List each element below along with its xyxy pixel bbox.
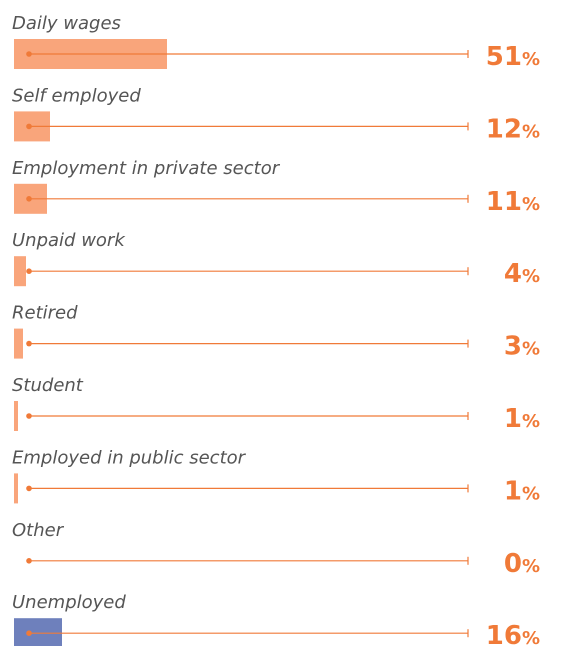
bar xyxy=(14,618,62,646)
value-label: 11% xyxy=(486,187,540,217)
category-label: Retired xyxy=(12,303,78,324)
value-label: 12% xyxy=(486,114,540,144)
guide-start-dot xyxy=(26,485,32,492)
value-label: 51% xyxy=(486,42,540,72)
bar-row-employment-in-private-sector: Employment in private sector 11% xyxy=(12,158,540,217)
bar xyxy=(14,473,18,504)
bar xyxy=(14,328,23,359)
category-label: Other xyxy=(12,520,65,541)
bar xyxy=(14,401,18,431)
category-label: Self employed xyxy=(12,85,141,106)
guide-start-dot xyxy=(26,268,32,275)
value-label: 1% xyxy=(504,476,540,506)
value-label: 4% xyxy=(504,259,540,289)
value-label: 1% xyxy=(504,404,540,434)
guide-start-dot xyxy=(26,558,32,564)
value-label: 16% xyxy=(486,621,540,646)
bar-row-daily-wages: Daily wages 51% xyxy=(12,13,540,72)
guide-start-dot xyxy=(26,340,32,347)
category-label: Employed in public sector xyxy=(12,447,247,468)
category-label: Daily wages xyxy=(12,13,121,34)
guide-start-dot xyxy=(26,413,32,419)
bar-row-self-employed: Self employed 12% xyxy=(12,85,540,144)
category-label: Unpaid work xyxy=(12,230,126,251)
bar-row-other: Other 0% xyxy=(12,520,540,579)
bar-row-retired: Retired 3% xyxy=(12,303,540,362)
category-label: Employment in private sector xyxy=(12,158,281,179)
bar-row-employed-in-public-sector: Employed in public sector 1% xyxy=(12,447,540,506)
guide-start-dot xyxy=(26,123,32,130)
bar-row-unemployed: Unemployed 16% xyxy=(12,592,540,646)
guide-start-dot xyxy=(26,196,32,202)
value-label: 0% xyxy=(504,549,540,579)
bar xyxy=(14,256,26,287)
value-label: 3% xyxy=(504,332,540,362)
bar-row-unpaid-work: Unpaid work 4% xyxy=(12,230,540,289)
guide-start-dot xyxy=(26,630,32,636)
category-label: Unemployed xyxy=(12,592,126,613)
guide-start-dot xyxy=(26,51,32,57)
category-label: Student xyxy=(12,375,84,396)
bar-row-student: Student 1% xyxy=(12,375,540,434)
